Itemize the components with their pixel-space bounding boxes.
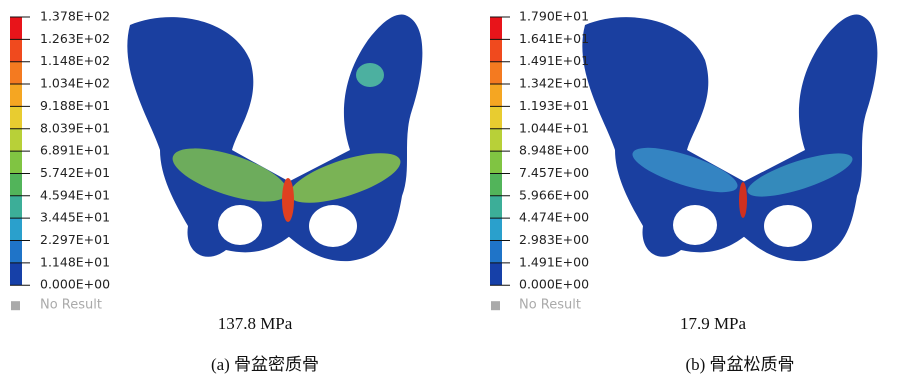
legend-label: 0.000E+00 — [40, 277, 110, 292]
legend-swatch — [10, 84, 22, 106]
legend-label: 1.491E+00 — [519, 254, 589, 269]
legend-label: 1.790E+01 — [519, 9, 589, 24]
legend-label: 5.966E+00 — [519, 187, 589, 202]
legend-swatch — [10, 17, 22, 39]
legend-label: 8.948E+00 — [519, 143, 589, 158]
legend-swatch — [10, 263, 22, 285]
legend-swatch — [10, 173, 22, 195]
legend-label: 4.474E+00 — [519, 210, 589, 225]
caption: (a) 骨盆密质骨 — [211, 355, 319, 374]
legend-swatch — [10, 196, 22, 218]
legend-swatch — [10, 62, 22, 84]
legend-swatch — [490, 84, 502, 106]
legend-label: 5.742E+01 — [40, 165, 110, 180]
no-result-swatch — [491, 301, 500, 310]
no-result-swatch — [11, 301, 20, 310]
legend-label: 1.378E+02 — [40, 9, 110, 24]
legend-label: 9.188E+01 — [40, 98, 110, 113]
caption: (b) 骨盆松质骨 — [685, 355, 794, 374]
legend-swatch — [490, 218, 502, 240]
legend-swatch — [490, 39, 502, 61]
legend-swatch — [490, 241, 502, 263]
no-result-label: No Result — [40, 298, 102, 313]
legend-swatch — [490, 173, 502, 195]
legend-swatch — [10, 151, 22, 173]
legend-label: 7.457E+00 — [519, 165, 589, 180]
legend-label: 1.641E+01 — [519, 31, 589, 46]
max-stress-label: 17.9 MPa — [680, 314, 747, 333]
legend-label: 2.297E+01 — [40, 232, 110, 247]
figure: 1.378E+02 1.263E+02 1.148E+02 1.034E+02 9.18… — [0, 0, 901, 379]
legend-swatch — [10, 241, 22, 263]
legend-swatch — [490, 17, 502, 39]
legend-swatch — [490, 263, 502, 285]
legend-swatch — [10, 106, 22, 128]
legend-label: 1.263E+02 — [40, 31, 110, 46]
legend-label: 1.034E+02 — [40, 76, 110, 91]
pelvis-b — [582, 15, 877, 262]
legend-swatch — [10, 129, 22, 151]
no-result-label: No Result — [519, 298, 581, 313]
legend-label: 1.148E+02 — [40, 53, 110, 68]
legend-label: 8.039E+01 — [40, 120, 110, 135]
legend-label: 1.044E+01 — [519, 120, 589, 135]
legend-label: 6.891E+01 — [40, 143, 110, 158]
legend-swatch — [490, 129, 502, 151]
legend-swatch — [490, 62, 502, 84]
legend-label: 4.594E+01 — [40, 187, 110, 202]
legend-label: 2.983E+00 — [519, 232, 589, 247]
legend-swatch — [10, 218, 22, 240]
legend-swatch — [10, 39, 22, 61]
legend-swatch — [490, 196, 502, 218]
legend-label: 1.342E+01 — [519, 76, 589, 91]
max-stress-label: 137.8 MPa — [218, 314, 293, 333]
legend-swatch — [490, 106, 502, 128]
legend-label: 1.491E+01 — [519, 53, 589, 68]
legend-swatch — [490, 151, 502, 173]
legend-label: 1.193E+01 — [519, 98, 589, 113]
pelvis-a — [127, 15, 422, 262]
legend-label: 3.445E+01 — [40, 210, 110, 225]
legend-label: 1.148E+01 — [40, 254, 110, 269]
legend-label: 0.000E+00 — [519, 277, 589, 292]
